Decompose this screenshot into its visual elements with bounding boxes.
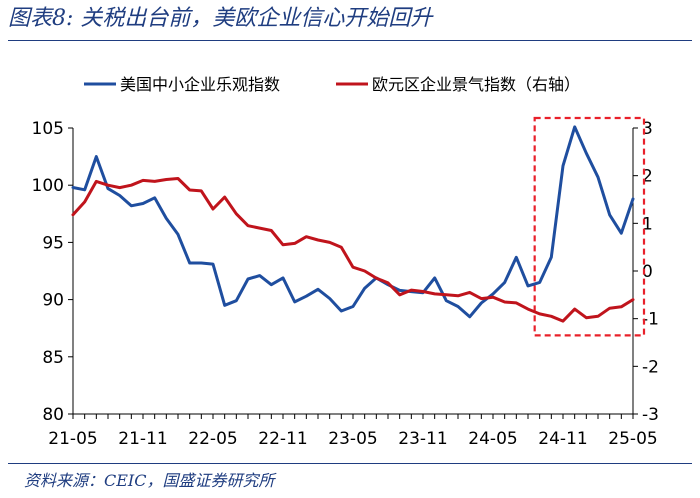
- highlight-box: [533, 116, 646, 337]
- x-tick-label: 23-05: [328, 429, 377, 449]
- x-tick-label: 21-05: [48, 429, 97, 449]
- series-lines: [71, 125, 635, 323]
- y-left-tick-label: 95: [42, 233, 64, 253]
- title-rule: [8, 40, 692, 41]
- series-line-us-small-business: [71, 125, 635, 319]
- legend-label: 欧元区企业景气指数（右轴）: [372, 75, 580, 94]
- y-left-tick-label: 90: [42, 291, 64, 311]
- y-right-tick-label: 3: [642, 119, 653, 139]
- x-tick-label: 21-11: [118, 429, 167, 449]
- legend-label: 美国中小企业乐观指数: [120, 75, 280, 94]
- x-tick-label: 25-05: [608, 429, 657, 449]
- y-right-tick-label: 2: [642, 167, 653, 187]
- x-tick-label: 24-11: [538, 429, 587, 449]
- y-left-tick-label: 100: [32, 176, 64, 196]
- source-rule: [8, 463, 692, 464]
- y-left-tick-label: 85: [42, 348, 64, 368]
- x-tick-label: 22-11: [258, 429, 307, 449]
- y-right-tick-label: 0: [642, 262, 653, 282]
- y-right-tick-label: 1: [642, 214, 653, 234]
- figure-title: 图表8: 关税出台前，美欧企业信心开始回升: [8, 6, 433, 31]
- source-note: 资料来源：CEIC，国盛证券研究所: [24, 471, 275, 490]
- y-left-tick-label: 105: [32, 119, 64, 139]
- x-tick-label: 24-05: [468, 429, 517, 449]
- x-tick-label: 22-05: [188, 429, 237, 449]
- y-left-tick-label: 80: [42, 405, 64, 425]
- highlight-box-layer: [533, 116, 646, 337]
- y-right-tick-label: -3: [642, 405, 659, 425]
- series-line-euro-business-climate: [71, 177, 635, 323]
- chart-legend: 美国中小企业乐观指数 欧元区企业景气指数（右轴）: [84, 75, 580, 94]
- chart-axes: 80 85 90 95 100 105 -3 -2 -1 0 1 2 3 21-05 21-11 22-05 2…: [32, 119, 659, 449]
- y-right-tick-label: -1: [642, 310, 659, 330]
- x-tick-label: 23-11: [398, 429, 447, 449]
- y-right-tick-label: -2: [642, 357, 659, 377]
